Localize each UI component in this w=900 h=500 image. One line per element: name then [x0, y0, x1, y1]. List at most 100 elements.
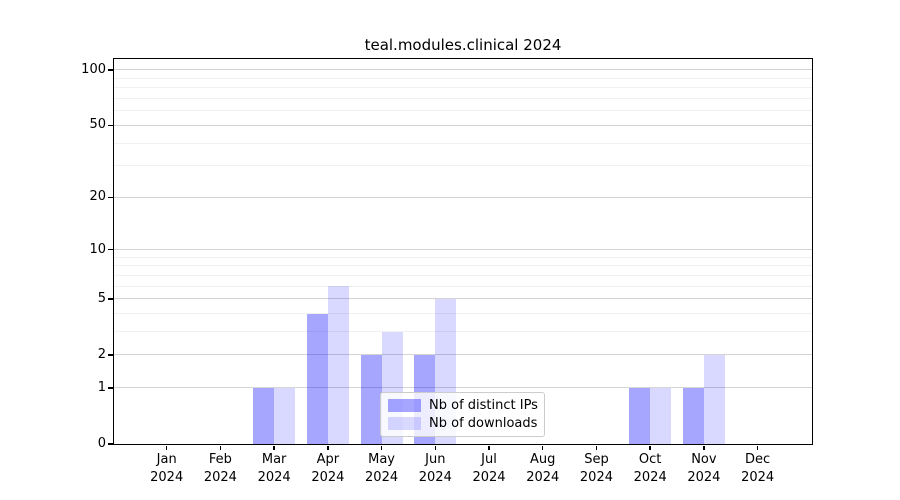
gridline-minor — [114, 142, 812, 144]
y-tick-mark — [108, 387, 114, 389]
x-tick-month: Feb — [208, 452, 232, 467]
x-tick-month: Jan — [156, 452, 177, 467]
x-tick-year: 2024 — [418, 469, 452, 485]
x-tick-mark — [595, 445, 598, 450]
gridline-major — [114, 196, 812, 198]
gridline-major — [114, 124, 812, 126]
x-tick-mark — [541, 445, 544, 450]
bar-downloads-apr — [327, 286, 349, 444]
x-tick-year: 2024 — [150, 469, 184, 485]
x-tick-mark — [219, 445, 222, 450]
bar-distinct-ips-oct — [629, 387, 651, 444]
x-tick-month: May — [368, 452, 396, 467]
x-tick-month: Aug — [530, 452, 556, 467]
gridline-minor — [114, 265, 812, 267]
x-tick-mark — [165, 445, 168, 450]
x-tick-month: Dec — [745, 452, 771, 467]
x-tick-label: Aug 2024 — [511, 451, 575, 486]
y-tick-label: 0 — [97, 436, 106, 451]
x-tick-month: Sep — [584, 452, 609, 467]
x-tick-year: 2024 — [687, 469, 721, 485]
bar-distinct-ips-nov — [682, 387, 704, 444]
y-tick-label: 5 — [97, 290, 106, 306]
y-tick-mark — [108, 69, 114, 71]
x-tick-year: 2024 — [203, 469, 237, 485]
x-tick-month: Oct — [638, 452, 662, 467]
x-tick-label: Nov 2024 — [672, 451, 736, 486]
gridline-major — [114, 249, 812, 251]
x-tick-mark — [756, 445, 759, 450]
gridline-minor — [114, 87, 812, 89]
gridline-major — [114, 69, 812, 71]
x-tick-year: 2024 — [311, 469, 345, 485]
x-tick-mark — [273, 445, 275, 450]
legend-swatch-downloads — [388, 417, 421, 430]
y-tick-mark — [108, 196, 114, 199]
x-tick-year: 2024 — [472, 469, 506, 485]
x-tick-month: Mar — [261, 452, 287, 467]
gridline-minor — [114, 285, 812, 287]
legend-swatch-distinct-ips — [388, 399, 421, 412]
gridline-major — [114, 354, 812, 356]
x-tick-month: Jul — [481, 452, 497, 467]
bar-distinct-ips-apr — [306, 313, 328, 444]
x-tick-mark — [327, 445, 329, 450]
gridline-minor — [114, 165, 812, 167]
x-tick-label: May 2024 — [350, 451, 414, 486]
chart-title: teal.modules.clinical 2024 — [364, 36, 562, 54]
y-tick-label: 20 — [89, 189, 106, 205]
gridline-minor — [114, 98, 812, 100]
y-tick-mark — [108, 354, 114, 356]
y-tick-mark — [108, 298, 114, 300]
x-tick-label: Jan 2024 — [135, 451, 199, 486]
y-tick-label: 100 — [81, 61, 106, 77]
bar-downloads-oct — [650, 387, 672, 444]
bar-distinct-ips-may — [360, 354, 382, 444]
legend-item-distinct-ips: Nb of distinct IPs — [388, 398, 538, 413]
x-tick-mark — [649, 445, 651, 450]
gridline-minor — [114, 331, 812, 333]
gridline-major — [114, 387, 812, 389]
y-tick-label: 10 — [89, 241, 106, 257]
y-tick-mark — [108, 248, 114, 251]
gridline-major — [114, 298, 812, 300]
x-tick-label: Mar 2024 — [242, 451, 306, 486]
x-tick-label: Oct 2024 — [618, 451, 682, 486]
x-tick-month: Jun — [425, 452, 446, 467]
y-tick-mark — [108, 124, 114, 127]
x-tick-month: Nov — [691, 452, 717, 467]
y-tick-mark — [108, 443, 114, 445]
legend: Nb of distinct IPs Nb of downloads — [380, 392, 545, 437]
x-tick-year: 2024 — [741, 469, 775, 485]
y-tick-label: 1 — [97, 379, 106, 395]
bar-downloads-mar — [274, 387, 296, 444]
x-tick-mark — [488, 445, 490, 450]
x-tick-label: Jun 2024 — [403, 451, 467, 486]
x-tick-year: 2024 — [365, 469, 399, 485]
gridline-minor — [114, 256, 812, 258]
x-tick-label: Jul 2024 — [457, 451, 521, 486]
x-tick-year: 2024 — [257, 469, 291, 485]
x-tick-label: Sep 2024 — [564, 451, 628, 486]
gridline-minor — [114, 77, 812, 79]
legend-label-downloads: Nb of downloads — [429, 416, 538, 431]
x-tick-month: Apr — [316, 452, 340, 467]
x-tick-year: 2024 — [633, 469, 667, 485]
bar-distinct-ips-mar — [253, 387, 275, 444]
bar-downloads-nov — [703, 354, 725, 444]
x-tick-mark — [703, 445, 705, 450]
x-tick-label: Dec 2024 — [726, 451, 790, 486]
gridline-minor — [114, 274, 812, 276]
x-tick-year: 2024 — [579, 469, 613, 485]
y-tick-label: 2 — [97, 346, 106, 362]
y-tick-label: 50 — [89, 117, 106, 133]
gridline-minor — [114, 110, 812, 112]
x-tick-label: Apr 2024 — [296, 451, 360, 486]
x-tick-mark — [380, 445, 383, 450]
legend-item-downloads: Nb of downloads — [388, 416, 538, 431]
legend-label-distinct-ips: Nb of distinct IPs — [429, 398, 538, 413]
x-tick-mark — [434, 445, 437, 450]
x-tick-label: Feb 2024 — [188, 451, 252, 486]
gridline-minor — [114, 313, 812, 315]
